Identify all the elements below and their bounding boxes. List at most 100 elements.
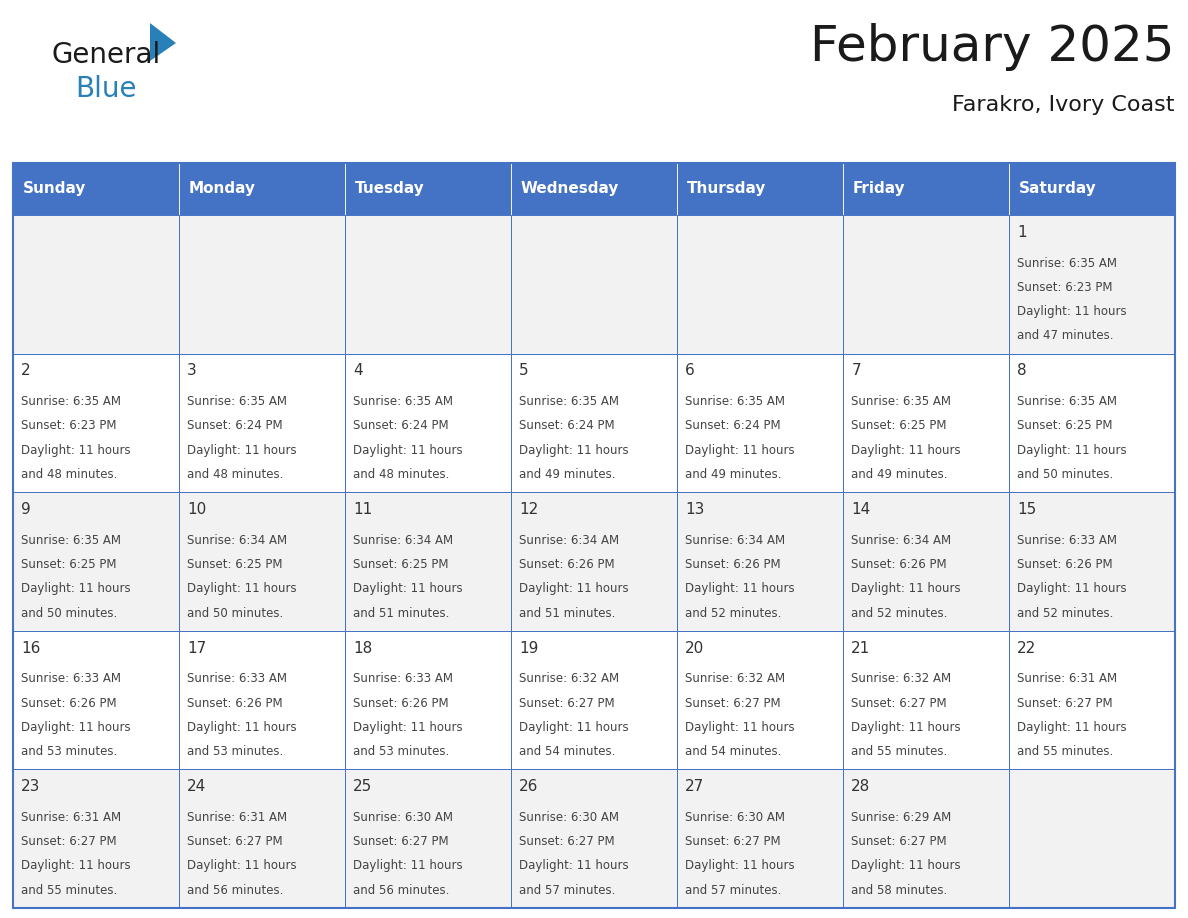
Text: Sunrise: 6:33 AM: Sunrise: 6:33 AM — [353, 672, 454, 686]
Text: and 49 minutes.: and 49 minutes. — [852, 468, 948, 481]
Text: Sunset: 6:24 PM: Sunset: 6:24 PM — [353, 420, 449, 432]
Text: and 52 minutes.: and 52 minutes. — [852, 607, 948, 620]
Text: 19: 19 — [519, 641, 538, 655]
Text: Sunset: 6:25 PM: Sunset: 6:25 PM — [21, 558, 116, 571]
Bar — [179, 631, 345, 769]
Text: Sunrise: 6:34 AM: Sunrise: 6:34 AM — [519, 533, 619, 547]
Bar — [677, 492, 843, 631]
Text: Sunset: 6:27 PM: Sunset: 6:27 PM — [852, 697, 947, 710]
Bar — [13, 492, 179, 631]
Text: Daylight: 11 hours: Daylight: 11 hours — [188, 859, 297, 872]
Text: and 50 minutes.: and 50 minutes. — [1017, 468, 1113, 481]
Text: Daylight: 11 hours: Daylight: 11 hours — [852, 721, 961, 733]
Text: Sunset: 6:26 PM: Sunset: 6:26 PM — [1017, 558, 1113, 571]
Text: Monday: Monday — [189, 182, 255, 196]
Text: Sunrise: 6:35 AM: Sunrise: 6:35 AM — [21, 533, 121, 547]
Bar — [511, 631, 677, 769]
Text: Daylight: 11 hours: Daylight: 11 hours — [685, 859, 795, 872]
Text: Daylight: 11 hours: Daylight: 11 hours — [685, 721, 795, 733]
Bar — [345, 631, 511, 769]
Text: and 58 minutes.: and 58 minutes. — [852, 884, 948, 897]
Text: and 54 minutes.: and 54 minutes. — [519, 745, 615, 758]
Text: and 51 minutes.: and 51 minutes. — [519, 607, 615, 620]
Text: Sunset: 6:27 PM: Sunset: 6:27 PM — [519, 835, 615, 848]
Text: 13: 13 — [685, 502, 704, 517]
Text: and 53 minutes.: and 53 minutes. — [21, 745, 118, 758]
Text: Sunrise: 6:30 AM: Sunrise: 6:30 AM — [519, 811, 619, 824]
Text: 5: 5 — [519, 364, 529, 378]
Text: and 51 minutes.: and 51 minutes. — [353, 607, 450, 620]
Text: 7: 7 — [852, 364, 861, 378]
Text: Farakro, Ivory Coast: Farakro, Ivory Coast — [953, 95, 1175, 115]
Text: 23: 23 — [21, 779, 40, 794]
Bar — [179, 215, 345, 353]
Bar — [179, 163, 345, 215]
Text: 10: 10 — [188, 502, 207, 517]
Text: Sunset: 6:23 PM: Sunset: 6:23 PM — [21, 420, 116, 432]
Text: 2: 2 — [21, 364, 31, 378]
Bar — [511, 492, 677, 631]
Bar — [1009, 163, 1175, 215]
Text: Daylight: 11 hours: Daylight: 11 hours — [519, 582, 628, 595]
Bar — [179, 492, 345, 631]
Text: Sunday: Sunday — [23, 182, 87, 196]
Text: 11: 11 — [353, 502, 373, 517]
Text: 16: 16 — [21, 641, 40, 655]
Text: and 55 minutes.: and 55 minutes. — [1017, 745, 1113, 758]
Bar — [345, 492, 511, 631]
Bar — [843, 353, 1009, 492]
Text: Daylight: 11 hours: Daylight: 11 hours — [852, 859, 961, 872]
Text: and 48 minutes.: and 48 minutes. — [21, 468, 118, 481]
Text: Sunset: 6:27 PM: Sunset: 6:27 PM — [685, 835, 781, 848]
Bar — [843, 215, 1009, 353]
Text: Sunset: 6:25 PM: Sunset: 6:25 PM — [188, 558, 283, 571]
Text: Sunset: 6:25 PM: Sunset: 6:25 PM — [353, 558, 449, 571]
Bar — [1009, 631, 1175, 769]
Bar — [843, 163, 1009, 215]
Text: and 57 minutes.: and 57 minutes. — [685, 884, 782, 897]
Text: Sunrise: 6:30 AM: Sunrise: 6:30 AM — [685, 811, 785, 824]
Text: Daylight: 11 hours: Daylight: 11 hours — [1017, 305, 1127, 319]
Text: Sunrise: 6:31 AM: Sunrise: 6:31 AM — [21, 811, 121, 824]
Text: Sunset: 6:26 PM: Sunset: 6:26 PM — [21, 697, 116, 710]
Text: 15: 15 — [1017, 502, 1037, 517]
Text: Sunrise: 6:32 AM: Sunrise: 6:32 AM — [519, 672, 619, 686]
Text: 4: 4 — [353, 364, 362, 378]
Text: Sunset: 6:27 PM: Sunset: 6:27 PM — [519, 697, 615, 710]
Text: 9: 9 — [21, 502, 31, 517]
Bar — [345, 163, 511, 215]
Bar — [345, 769, 511, 908]
Text: and 56 minutes.: and 56 minutes. — [353, 884, 450, 897]
Text: 20: 20 — [685, 641, 704, 655]
Text: Sunset: 6:27 PM: Sunset: 6:27 PM — [1017, 697, 1113, 710]
Text: Sunset: 6:26 PM: Sunset: 6:26 PM — [852, 558, 947, 571]
Text: and 48 minutes.: and 48 minutes. — [188, 468, 284, 481]
Text: Daylight: 11 hours: Daylight: 11 hours — [188, 582, 297, 595]
Text: Daylight: 11 hours: Daylight: 11 hours — [519, 721, 628, 733]
Text: Sunrise: 6:35 AM: Sunrise: 6:35 AM — [188, 395, 287, 409]
Text: Sunrise: 6:35 AM: Sunrise: 6:35 AM — [1017, 395, 1117, 409]
Text: Sunrise: 6:34 AM: Sunrise: 6:34 AM — [685, 533, 785, 547]
Text: Sunset: 6:27 PM: Sunset: 6:27 PM — [188, 835, 283, 848]
Text: Sunset: 6:23 PM: Sunset: 6:23 PM — [1017, 281, 1113, 294]
Bar — [13, 353, 179, 492]
Bar — [511, 769, 677, 908]
Text: Daylight: 11 hours: Daylight: 11 hours — [685, 443, 795, 456]
Text: 27: 27 — [685, 779, 704, 794]
Text: Sunrise: 6:35 AM: Sunrise: 6:35 AM — [21, 395, 121, 409]
Bar — [345, 215, 511, 353]
Bar — [677, 215, 843, 353]
Text: 12: 12 — [519, 502, 538, 517]
Text: and 47 minutes.: and 47 minutes. — [1017, 330, 1114, 342]
Text: 21: 21 — [852, 641, 871, 655]
Text: Sunset: 6:24 PM: Sunset: 6:24 PM — [685, 420, 781, 432]
Text: February 2025: February 2025 — [810, 23, 1175, 71]
Text: and 50 minutes.: and 50 minutes. — [188, 607, 284, 620]
Bar — [345, 353, 511, 492]
Bar — [843, 492, 1009, 631]
Text: and 50 minutes.: and 50 minutes. — [21, 607, 118, 620]
Text: 6: 6 — [685, 364, 695, 378]
Text: Sunset: 6:26 PM: Sunset: 6:26 PM — [188, 697, 283, 710]
Text: Tuesday: Tuesday — [355, 182, 424, 196]
Bar — [13, 631, 179, 769]
